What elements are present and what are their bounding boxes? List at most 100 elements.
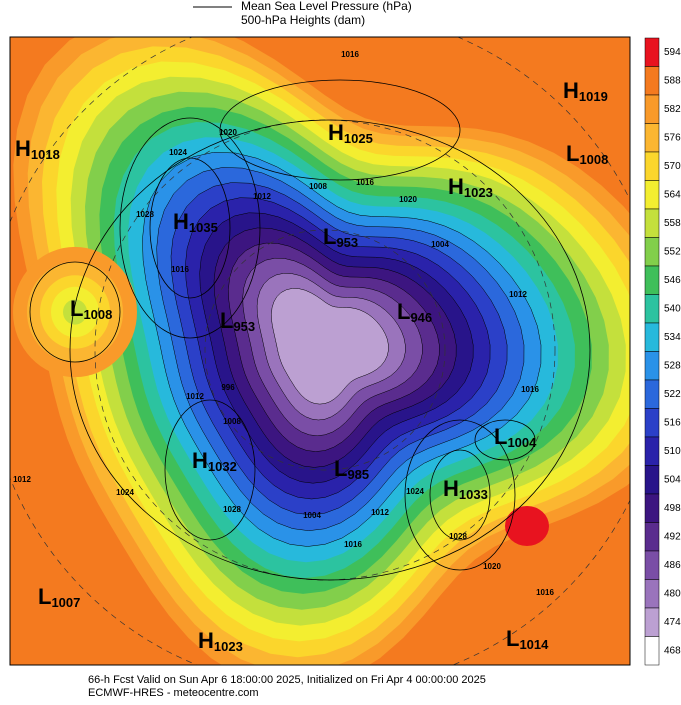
center-value: 946 (410, 310, 432, 325)
contour-label: 1024 (116, 488, 134, 497)
isobar (29, 261, 121, 363)
colorbar-box (644, 322, 660, 352)
pressure-center: H1023 (448, 174, 493, 201)
colorbar-box (644, 465, 660, 495)
colorbar-label: 588 (664, 75, 681, 86)
colorbar-label: 540 (664, 303, 681, 314)
contour-label: 1016 (341, 50, 359, 59)
pressure-center: L1014 (506, 626, 549, 653)
contour-label: 1012 (13, 475, 31, 484)
colorbar-label: 552 (664, 246, 681, 257)
contour-label: 1012 (371, 508, 389, 517)
center-value: 1014 (519, 637, 549, 652)
colorbar-box (644, 294, 660, 324)
colorbar-box (644, 123, 660, 153)
contour-label: 1004 (431, 240, 449, 249)
colorbar-label: 576 (664, 132, 681, 143)
footer-line: 66-h Fcst Valid on Sun Apr 6 18:00:00 20… (88, 674, 486, 686)
pressure-center: H1032 (192, 448, 237, 475)
center-letter: L (397, 299, 410, 324)
contour-label: 1016 (536, 588, 554, 597)
colorbar-label: 510 (664, 446, 681, 457)
center-letter: L (494, 424, 507, 449)
isobar (119, 117, 261, 339)
colorbar-label: 480 (664, 588, 681, 599)
colorbar-box (644, 37, 660, 67)
center-letter: L (70, 296, 83, 321)
contour-label: 1016 (521, 385, 539, 394)
colorbar-box (644, 237, 660, 267)
pressure-center: L946 (397, 299, 432, 326)
colorbar-box (644, 636, 660, 666)
center-value: 1007 (51, 595, 80, 610)
center-letter: L (220, 308, 233, 333)
contour-label: 1020 (219, 128, 237, 137)
center-value: 1023 (214, 639, 243, 654)
colorbar-label: 504 (664, 474, 681, 485)
pressure-center: L985 (334, 456, 369, 483)
colorbar-box (644, 493, 660, 523)
contour-label: 1012 (186, 392, 204, 401)
center-value: 1025 (344, 131, 373, 146)
colorbar-label: 558 (664, 218, 681, 229)
center-letter: H (173, 209, 189, 234)
colorbar-label: 522 (664, 389, 681, 400)
contour-label: 1028 (223, 505, 241, 514)
colorbar: 594 588 582 576 570 564 558 552 546 540 534 528 522 5… (644, 37, 681, 666)
center-value: 1018 (31, 147, 60, 162)
isobar (474, 419, 536, 461)
pressure-center: H1019 (563, 78, 608, 105)
latitude-circle (204, 229, 446, 471)
center-value: 1032 (208, 459, 237, 474)
colorbar-label: 528 (664, 360, 681, 371)
colorbar-label: 594 (664, 47, 681, 58)
height-fill (63, 299, 87, 325)
contour-label: 1008 (309, 182, 327, 191)
center-value: 1023 (464, 185, 493, 200)
pressure-center: H1035 (173, 209, 218, 236)
center-value: 1004 (507, 435, 537, 450)
colorbar-label: 534 (664, 332, 681, 343)
contour-label: 1016 (171, 265, 189, 274)
pressure-center: L1008 (70, 296, 112, 323)
center-letter: H (198, 628, 214, 653)
center-letter: H (192, 448, 208, 473)
colorbar-label: 468 (664, 645, 681, 656)
pressure-center: L1007 (38, 584, 80, 611)
contour-label: 1024 (406, 487, 424, 496)
colorbar-label: 564 (664, 189, 681, 200)
contour-label: 1020 (399, 195, 417, 204)
contour-label: 1020 (483, 562, 501, 571)
colorbar-box (644, 408, 660, 438)
footer-line: ECMWF-HRES - meteocentre.com (88, 687, 259, 699)
colorbar-box (644, 607, 660, 637)
contour-label: 1004 (303, 511, 321, 520)
center-value: 1035 (189, 220, 218, 235)
height-fill (505, 506, 549, 546)
pressure-center: L1004 (494, 424, 537, 451)
pressure-center: H1018 (15, 136, 60, 163)
pressure-center: L953 (323, 224, 358, 251)
contour-label: 1012 (253, 192, 271, 201)
isobar (219, 79, 461, 181)
colorbar-label: 570 (664, 161, 681, 172)
map-frame (9, 36, 631, 666)
legend-fill-label: 500-hPa Heights (dam) (241, 13, 365, 27)
colorbar-box (644, 66, 660, 96)
colorbar-box (644, 180, 660, 210)
center-letter: H (15, 136, 31, 161)
pressure-center: L953 (220, 308, 255, 335)
isobar (164, 399, 256, 541)
contour-label: 1008 (223, 417, 241, 426)
map: 1016 1020 1024 1028 1016 1012 1008 1016 1020 1004… (10, 37, 630, 665)
center-value: 953 (336, 235, 358, 250)
center-value: 1019 (579, 89, 608, 104)
isobar (429, 449, 491, 541)
colorbar-label: 582 (664, 104, 681, 115)
colorbar-label: 546 (664, 275, 681, 286)
legend-line-label: Mean Sea Level Pressure (hPa) (241, 0, 412, 13)
center-letter: H (563, 78, 579, 103)
contour-label: 996 (221, 383, 235, 392)
center-letter: L (38, 584, 51, 609)
